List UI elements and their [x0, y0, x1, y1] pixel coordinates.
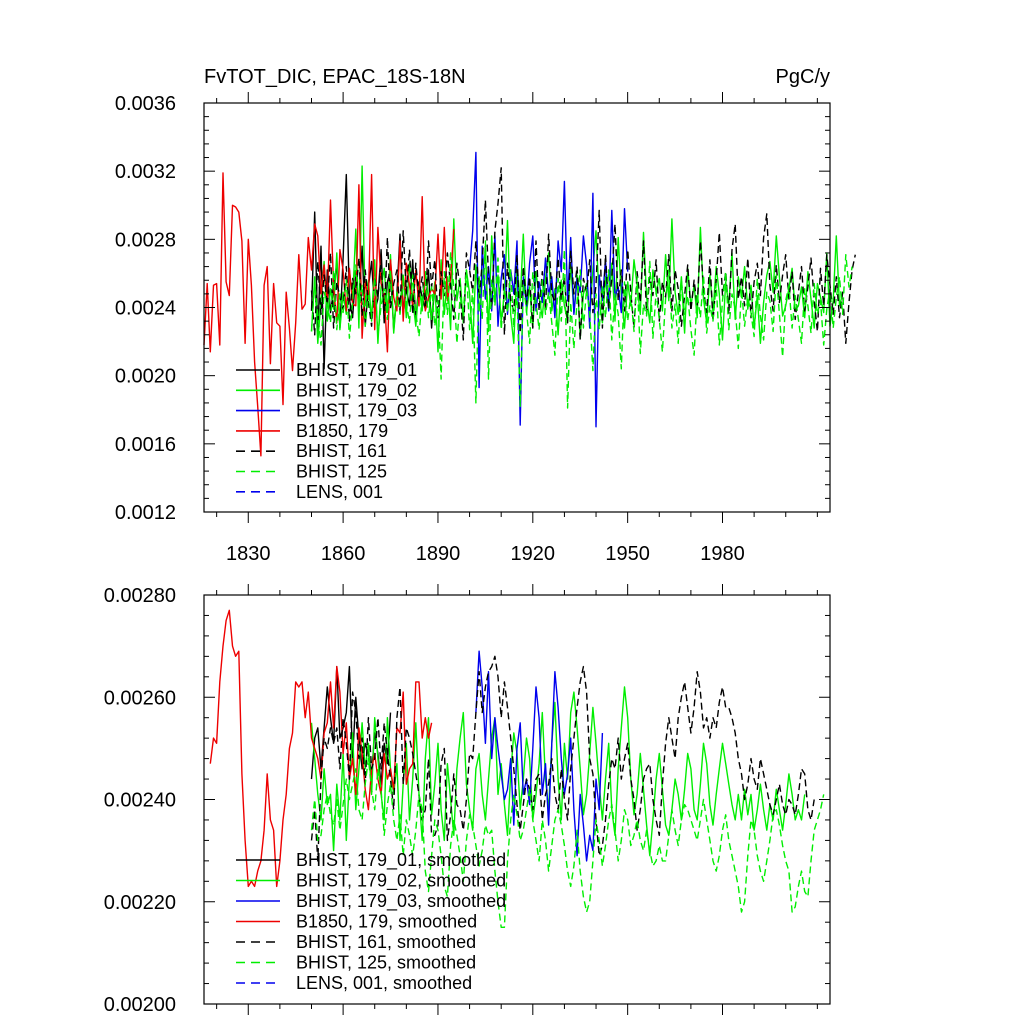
top-series-group	[203, 151, 856, 457]
top-xtick-label: 1980	[700, 543, 745, 565]
top-legend-label-4: BHIST, 161	[296, 441, 387, 461]
top-ytick-label: 0.0028	[115, 229, 176, 251]
bottom-legend-label-2: BHIST, 179_03, smoothed	[296, 891, 506, 912]
top-legend-label-0: BHIST, 179_01	[296, 360, 417, 381]
top-ytick-label: 0.0024	[115, 298, 176, 320]
bottom-ytick-label: 0.00280	[104, 585, 176, 607]
top-legend-label-5: BHIST, 125	[296, 462, 387, 482]
top-ticks: 0.0012 0.0016 0.0020 0.0024 0.0028 0.0032 0.00…	[115, 92, 830, 565]
top-xtick-label: 1830	[226, 543, 271, 565]
bottom-ticks: 0.00200 0.00220 0.00240 0.00260 0.00280	[104, 584, 830, 1016]
top-ytick-label: 0.0012	[115, 502, 176, 524]
bottom-legend-label-5: BHIST, 125, smoothed	[296, 953, 476, 973]
top-xtick-label: 1860	[321, 543, 366, 565]
top-ytick-label: 0.0032	[115, 161, 176, 183]
bottom-legend-label-0: BHIST, 179_01, smoothed	[296, 850, 506, 871]
top-title: FvTOT_DIC, EPAC_18S-18N	[204, 66, 466, 88]
top-legend-label-3: B1850, 179	[296, 421, 388, 441]
top-series-line-4	[310, 167, 856, 344]
bottom-plot-frame	[203, 594, 831, 1005]
bottom-ytick-label: 0.00260	[104, 687, 176, 709]
bottom-ytick-label: 0.00220	[104, 892, 176, 914]
bottom-series-line-2	[475, 650, 604, 862]
top-ytick-label: 0.0016	[115, 434, 176, 456]
top-ytick-label: 0.0020	[115, 366, 176, 388]
top-legend-label-6: LENS, 001	[296, 482, 383, 502]
top-panel: FvTOT_DIC, EPAC_18S-18N PgC/y 0.00120.00…	[115, 66, 856, 565]
top-series-line-5	[310, 240, 853, 409]
bottom-legend-label-4: BHIST, 161, smoothed	[296, 932, 476, 952]
bottom-series-group	[209, 609, 825, 928]
bottom-series-line-3	[209, 609, 433, 888]
bottom-panel: 0.00200 0.00220 0.00240 0.00260 0.00280 BHIS…	[104, 584, 831, 1016]
bottom-ytick-label: 0.00240	[104, 790, 176, 812]
top-units: PgC/y	[776, 66, 830, 88]
bottom-legend-label-3: B1850, 179, smoothed	[296, 912, 477, 932]
bottom-legend-label-6: LENS, 001, smoothed	[296, 973, 472, 993]
top-plot-frame	[203, 102, 831, 513]
top-ytick-label: 0.0036	[115, 93, 176, 115]
top-xtick-label: 1890	[416, 543, 461, 565]
bottom-ytick-label: 0.00200	[104, 994, 176, 1016]
top-legend-label-1: BHIST, 179_02	[296, 380, 417, 401]
top-legend-label-2: BHIST, 179_03	[296, 401, 417, 422]
bottom-series-line-4	[310, 655, 815, 862]
bottom-series-line-5	[310, 757, 825, 928]
top-series-line-3	[203, 172, 455, 457]
bottom-legend-label-1: BHIST, 179_02, smoothed	[296, 871, 506, 892]
top-xtick-label: 1920	[511, 543, 556, 565]
top-xtick-label: 1950	[605, 543, 650, 565]
